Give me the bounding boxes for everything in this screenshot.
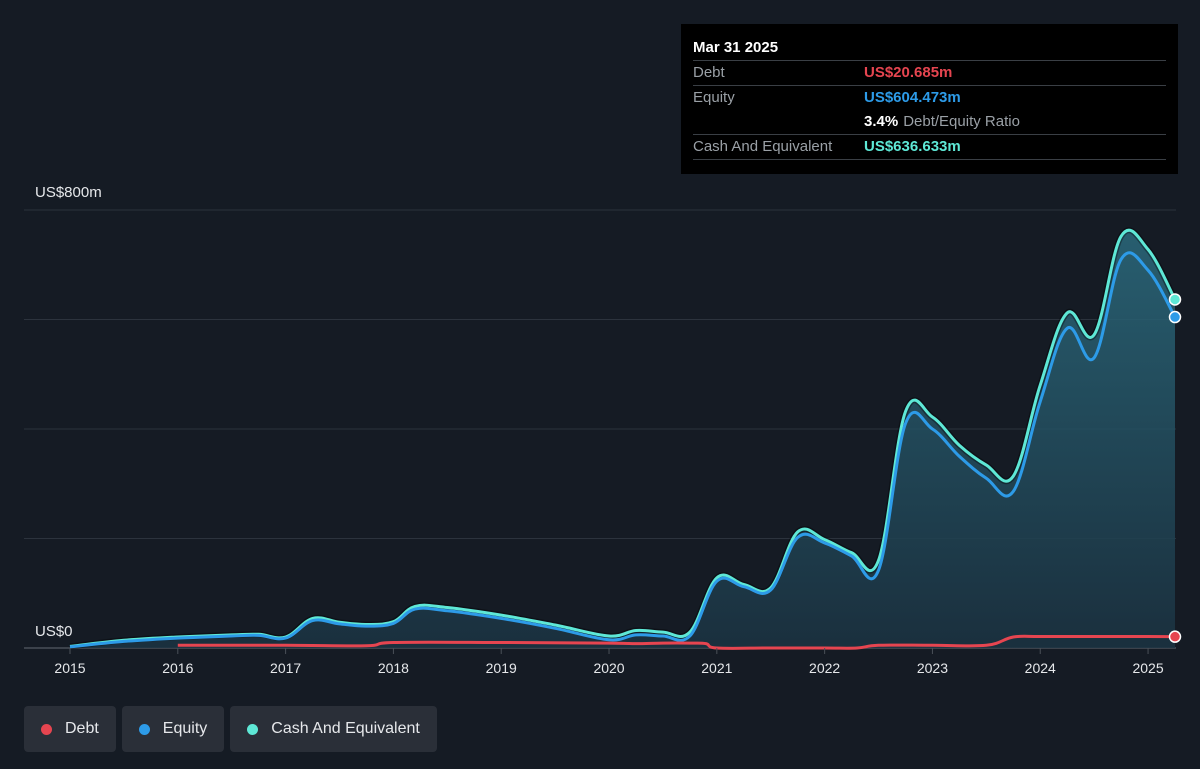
chart-legend: Debt Equity Cash And Equivalent [24, 706, 437, 752]
legend-dot-equity [138, 723, 150, 735]
tooltip-date: Mar 31 2025 [693, 39, 779, 56]
tooltip-debt-row: Debt US$20.685m [693, 60, 1166, 85]
debt-endpoint [1168, 630, 1182, 643]
tooltip-ratio-value: 3.4% [864, 113, 899, 130]
x-tick-label: 2024 [1025, 660, 1056, 676]
x-tick-label: 2025 [1132, 660, 1163, 676]
equity-endpoint [1168, 310, 1182, 324]
x-tick-label: 2021 [701, 660, 732, 676]
tooltip-equity-row: Equity US$604.473m [693, 85, 1166, 110]
tooltip-debt-value: US$20.685m [864, 64, 953, 81]
legend-label-equity: Equity [162, 720, 208, 737]
tooltip-equity-label: Equity [693, 89, 735, 106]
tooltip-cash-value: US$636.633m [864, 138, 961, 155]
y-axis-top-label: US$800m [35, 184, 102, 201]
equity-line [69, 251, 1177, 649]
tooltip-cash-row: Cash And Equivalent US$636.633m [693, 134, 1166, 160]
legend-item-equity[interactable]: Equity [121, 706, 225, 752]
debt-equity-chart: 2015 2016 2017 2018 2019 2020 2021 2022 2023 2024… [24, 184, 1182, 676]
cash-area [70, 230, 1175, 648]
legend-dot-debt [41, 723, 52, 735]
x-tick-label: 2018 [378, 660, 409, 676]
x-tick-label: 2015 [54, 660, 85, 676]
cash-endpoint [1168, 293, 1182, 306]
legend-label-cash: Cash And Equivalent [271, 720, 420, 737]
legend-dot-cash [247, 723, 259, 735]
x-tick-label: 2019 [486, 660, 517, 676]
tooltip-ratio-label: Debt/Equity Ratio [903, 113, 1020, 130]
cash-line [69, 228, 1177, 648]
x-tick-label: 2016 [162, 660, 193, 676]
tooltip-ratio-row: 3.4% Debt/Equity Ratio [693, 110, 1166, 134]
x-tick-label: 2023 [917, 660, 948, 676]
x-tick-label: 2017 [270, 660, 301, 676]
legend-item-cash[interactable]: Cash And Equivalent [230, 706, 437, 752]
legend-item-debt[interactable]: Debt [24, 706, 116, 752]
tooltip-panel: Mar 31 2025 Debt US$20.685m Equity US$60… [681, 24, 1178, 174]
y-axis-bottom-label: US$0 [35, 623, 73, 640]
tooltip-debt-label: Debt [693, 64, 725, 81]
tooltip-cash-label: Cash And Equivalent [693, 138, 833, 155]
x-tick-label: 2020 [593, 660, 624, 676]
x-tick-label: 2022 [809, 660, 840, 676]
legend-label-debt: Debt [65, 720, 99, 737]
tooltip-equity-value: US$604.473m [864, 89, 961, 106]
